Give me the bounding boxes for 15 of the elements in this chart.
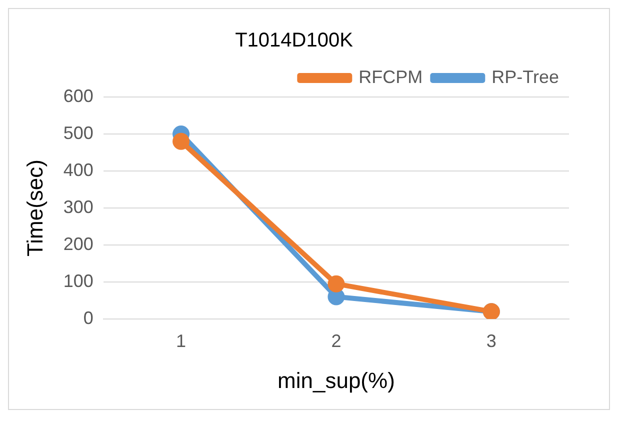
x-axis-title: min_sup(%) <box>278 368 395 393</box>
legend-label: RFCPM <box>358 66 423 87</box>
x-tick-label: 1 <box>176 330 186 351</box>
x-tick-label: 2 <box>331 330 342 351</box>
y-tick-label: 300 <box>63 196 94 217</box>
y-axis-title: Time(sec) <box>22 160 48 256</box>
y-tick-label: 0 <box>83 308 94 328</box>
y-tick-label: 200 <box>63 234 94 254</box>
chart-title: T1014D100K <box>235 30 354 52</box>
y-tick-label: 100 <box>63 270 94 291</box>
x-tick-label: 3 <box>486 330 496 351</box>
y-tick-label: 500 <box>63 122 94 143</box>
legend-label: RP-Tree <box>492 66 559 87</box>
y-tick-label: 600 <box>63 86 94 106</box>
y-tick-label: 400 <box>63 160 94 180</box>
